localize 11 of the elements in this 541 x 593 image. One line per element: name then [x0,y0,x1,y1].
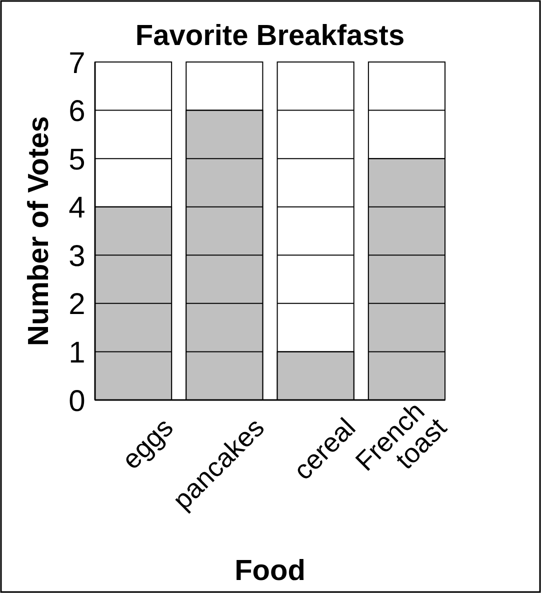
y-tick-label: 7 [68,46,86,80]
y-tick-label: 3 [68,240,86,273]
y-tick-label: 1 [68,336,86,370]
y-tick-label: 4 [68,192,86,225]
y-axis-title: Number of Votes [23,116,55,346]
x-axis-title: Food [234,555,306,587]
y-tick-label: 6 [68,95,86,128]
y-tick-label: 5 [68,143,86,176]
chart-title: Favorite Breakfasts [135,20,405,52]
y-tick-label: 2 [68,288,86,322]
y-tick-label: 0 [68,384,86,418]
